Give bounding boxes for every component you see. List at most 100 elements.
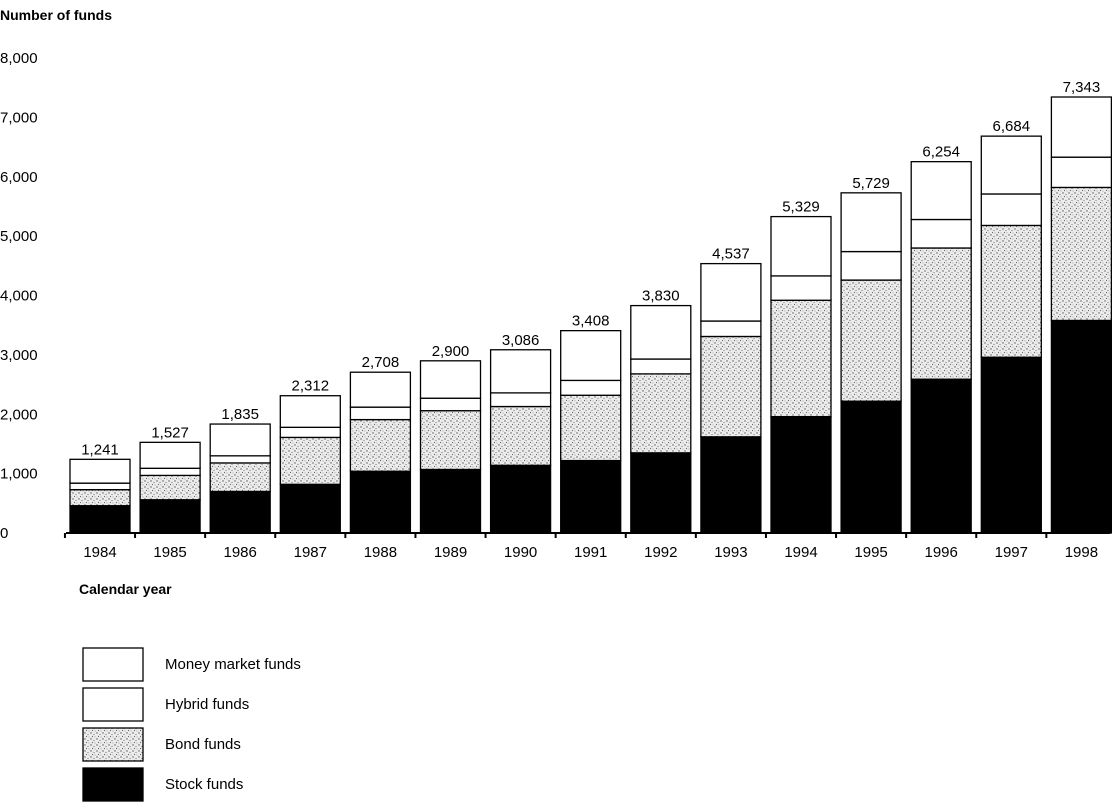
y-axis: 0 1,000 2,000 3,000 4,000 5,000 6,000 7,000 8,00…	[0, 50, 38, 542]
bar-segment-stock-funds	[1050, 319, 1112, 534]
y-tick-label: 4,000	[0, 288, 38, 305]
bar-segment-hybrid-funds	[560, 379, 622, 396]
total-label: 3,086	[502, 332, 540, 349]
bar-segment-bond-funds	[840, 279, 902, 402]
bar-segment-bond-funds	[770, 299, 832, 418]
bar-segment-hybrid-funds	[209, 455, 271, 464]
bar-segment-money-market-funds	[770, 215, 832, 277]
bar-segment-money-market-funds	[700, 262, 762, 322]
y-tick-label: 8,000	[0, 50, 38, 67]
total-label: 1,241	[81, 441, 119, 458]
bar-segment-hybrid-funds	[1050, 156, 1112, 189]
total-label: 3,408	[572, 313, 610, 330]
bar-segment-money-market-funds	[349, 371, 412, 408]
x-tick-label: 1998	[1065, 544, 1098, 561]
x-tick-label: 1988	[364, 544, 397, 561]
bar-segment-bond-funds	[700, 335, 762, 438]
bar-segment-stock-funds	[770, 415, 832, 534]
bar-segment-bond-funds	[209, 462, 271, 493]
y-tick-label: 3,000	[0, 347, 38, 364]
bar-segment-money-market-funds	[419, 360, 482, 399]
bar-segment-hybrid-funds	[910, 218, 972, 249]
bar-segment-bond-funds	[560, 394, 622, 462]
bar-segment-stock-funds	[69, 505, 131, 534]
legend-swatch	[82, 727, 144, 762]
x-tick-label: 1990	[504, 544, 537, 561]
y-tick-label: 0	[0, 525, 8, 542]
bar-segment-money-market-funds	[560, 329, 622, 382]
total-label: 6,254	[922, 144, 960, 161]
bar-segment-money-market-funds	[489, 349, 552, 394]
bar-segment-hybrid-funds	[279, 426, 341, 439]
bar-segment-bond-funds	[980, 224, 1042, 358]
bar-segment-money-market-funds	[630, 304, 692, 360]
x-tick-label: 1984	[83, 544, 116, 561]
x-tick-label: 1985	[153, 544, 186, 561]
total-label: 2,312	[292, 378, 330, 395]
total-label: 3,830	[642, 288, 680, 305]
bar-segment-bond-funds	[630, 373, 692, 454]
bar-segment-hybrid-funds	[840, 250, 902, 281]
bar-segment-stock-funds	[840, 400, 902, 534]
total-label: 7,343	[1063, 79, 1101, 96]
legend-label: Money market funds	[165, 656, 301, 673]
total-label: 4,537	[712, 246, 750, 263]
bar-segment-bond-funds	[419, 410, 482, 471]
total-label: 1,527	[151, 424, 189, 441]
total-label: 5,329	[782, 199, 820, 216]
y-tick-label: 7,000	[0, 109, 38, 126]
x-tick-label: 1987	[294, 544, 327, 561]
bar-segment-hybrid-funds	[419, 397, 482, 412]
bar-segment-money-market-funds	[1050, 96, 1112, 158]
bars-group	[69, 96, 1112, 534]
bar-segment-bond-funds	[69, 489, 131, 507]
bar-segment-stock-funds	[139, 499, 201, 534]
x-tick-label: 1995	[854, 544, 887, 561]
y-tick-label: 5,000	[0, 228, 38, 245]
bar-segment-money-market-funds	[69, 458, 131, 484]
bar-segment-stock-funds	[209, 490, 271, 534]
bar-segment-stock-funds	[279, 483, 341, 534]
legend-swatch	[82, 767, 144, 802]
bar-segment-hybrid-funds	[770, 275, 832, 301]
x-tick-label: 1994	[784, 544, 817, 561]
bar-segment-stock-funds	[560, 459, 622, 534]
bar-segment-hybrid-funds	[980, 193, 1042, 227]
bar-segment-hybrid-funds	[139, 467, 201, 477]
total-label: 2,708	[362, 354, 400, 371]
x-tick-label: 1997	[995, 544, 1028, 561]
bar-segment-bond-funds	[910, 247, 972, 380]
total-label: 1,835	[221, 406, 259, 423]
x-tick-label: 1991	[574, 544, 607, 561]
y-axis-title: Number of funds	[0, 7, 112, 23]
bar-segment-bond-funds	[349, 418, 412, 472]
bar-segment-money-market-funds	[279, 395, 341, 428]
bar-segment-money-market-funds	[139, 441, 201, 469]
legend-label: Bond funds	[165, 736, 241, 753]
bar-segment-money-market-funds	[910, 161, 972, 221]
x-tick-label: 1996	[925, 544, 958, 561]
x-tick-label: 1992	[644, 544, 677, 561]
x-tick-label: 1993	[714, 544, 747, 561]
bar-segment-hybrid-funds	[349, 406, 412, 421]
legend-swatch	[82, 687, 144, 722]
legend: Money market funds Hybrid funds Bond funds…	[82, 647, 301, 802]
bar-segment-stock-funds	[489, 464, 552, 534]
bar-segment-bond-funds	[1050, 186, 1112, 322]
bar-segment-stock-funds	[700, 436, 762, 534]
bar-segment-hybrid-funds	[630, 358, 692, 375]
legend-label: Stock funds	[165, 776, 243, 793]
bar-segment-money-market-funds	[840, 192, 902, 253]
x-axis-title: Calendar year	[79, 581, 172, 597]
bar-segment-hybrid-funds	[69, 482, 131, 491]
bar-segment-money-market-funds	[980, 135, 1042, 195]
bar-segment-stock-funds	[349, 470, 412, 534]
legend-label: Hybrid funds	[165, 696, 249, 713]
bar-segment-stock-funds	[910, 378, 972, 534]
total-label: 5,729	[852, 175, 890, 192]
total-label: 6,684	[993, 118, 1031, 135]
x-tick-label: 1989	[434, 544, 467, 561]
x-axis: 1984 1985 1986 1987 1988 1989 1990 1991 1992 1993…	[63, 532, 1110, 561]
y-tick-label: 1,000	[0, 466, 38, 483]
